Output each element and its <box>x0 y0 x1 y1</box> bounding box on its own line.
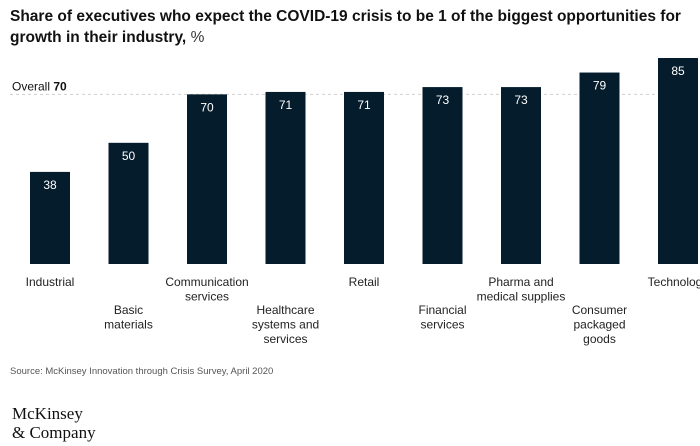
category-label-line: goods <box>583 332 616 346</box>
mckinsey-logo: McKinsey & Company <box>12 404 96 442</box>
category-label: Pharma and medical supplies <box>477 275 566 304</box>
category-label-line: materials <box>104 318 153 332</box>
bar-value-label: 79 <box>593 79 607 93</box>
bar <box>265 91 306 264</box>
overall-reference-label: Overall 70 <box>12 79 67 93</box>
bar <box>344 91 384 264</box>
category-label-line: services <box>263 332 307 346</box>
category-label-line: Financial <box>418 303 466 317</box>
category-label-line: Communication <box>165 275 248 289</box>
category-label-line: Basic <box>114 303 143 317</box>
bar-value-label: 50 <box>122 149 136 163</box>
category-label-line: Healthcare <box>256 303 314 317</box>
bar-chart: Overall 70 38 50 70 71 71 73 73 79 85 Industrial… <box>10 58 700 346</box>
bar <box>658 58 698 264</box>
bar-value-label: 73 <box>514 93 528 107</box>
bar-value-label: 70 <box>200 100 214 114</box>
bar <box>579 72 620 265</box>
bar-value-label: 38 <box>43 178 57 192</box>
bar <box>422 87 463 264</box>
category-label: Consumer packaged goods <box>572 303 627 346</box>
category-label-line: Pharma and <box>488 275 553 289</box>
bar <box>187 94 227 265</box>
category-label: Financial services <box>418 303 466 332</box>
category-label: Healthcare systems and services <box>252 303 319 346</box>
logo-line-1: McKinsey <box>12 404 83 423</box>
bar <box>501 87 541 264</box>
bar-value-label: 73 <box>436 93 450 107</box>
category-label-line: medical supplies <box>477 290 566 304</box>
bar <box>108 142 149 264</box>
category-label-line: Retail <box>349 275 380 289</box>
bar-value-label: 85 <box>671 64 685 78</box>
category-label-line: Consumer <box>572 303 627 317</box>
bar-value-label: 71 <box>279 98 293 112</box>
category-label: Basic materials <box>104 303 153 332</box>
category-label-line: packaged <box>573 318 625 332</box>
category-label: Industrial <box>26 275 75 289</box>
category-label: Retail <box>349 275 380 289</box>
source-note: Source: McKinsey Innovation through Cris… <box>10 366 274 377</box>
logo-line-2: & Company <box>12 423 96 442</box>
chart-title-text: Share of executives who expect the COVID… <box>10 8 681 46</box>
category-label-line: systems and <box>252 318 319 332</box>
category-label-line: services <box>420 318 464 332</box>
chart-title: Share of executives who expect the COVID… <box>10 6 698 48</box>
category-label: Communication services <box>165 275 248 304</box>
overall-value: 70 <box>53 79 67 93</box>
chart-unit: % <box>190 29 205 46</box>
category-label-line: Industrial <box>26 275 75 289</box>
category-label: Technology <box>648 275 700 289</box>
overall-label-text: Overall <box>12 79 53 93</box>
bar <box>30 171 70 264</box>
bars: 38 50 70 71 71 73 73 79 85 <box>30 58 698 265</box>
category-label-line: Technology <box>648 275 700 289</box>
category-label-line: services <box>185 290 229 304</box>
bar-value-label: 71 <box>357 98 371 112</box>
